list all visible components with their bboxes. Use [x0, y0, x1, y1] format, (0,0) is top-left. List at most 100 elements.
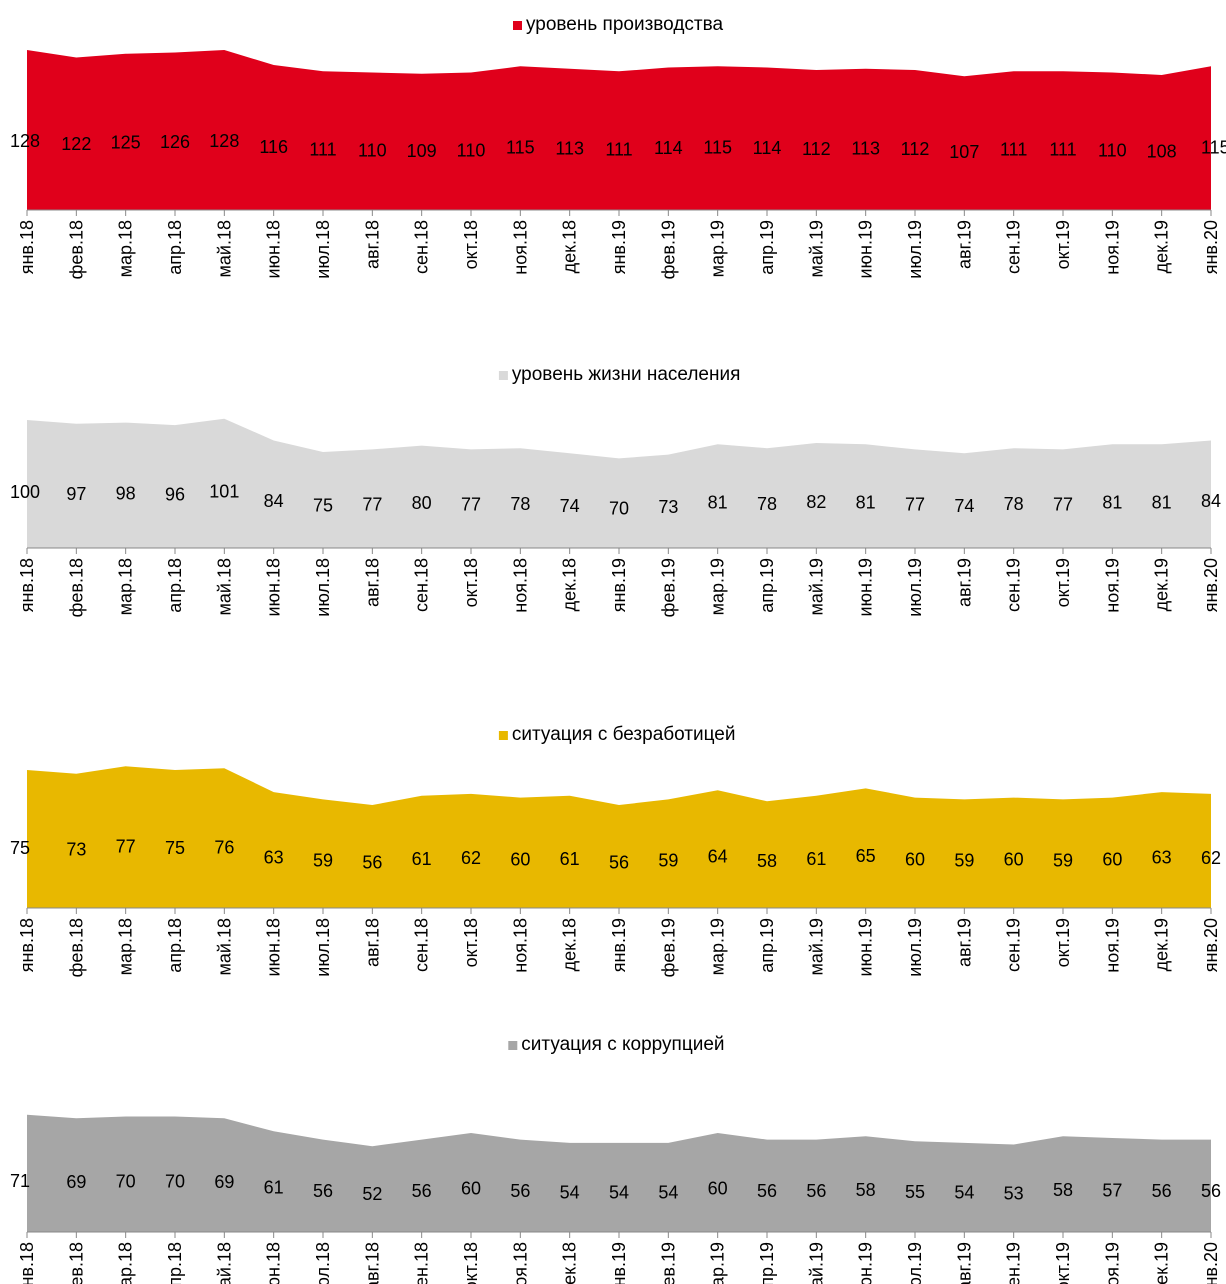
legend-swatch [508, 1041, 518, 1050]
data-label: 70 [609, 498, 629, 518]
data-label: 62 [1201, 848, 1221, 868]
x-tick-label: ноя.18 [510, 918, 530, 973]
data-label: 111 [605, 140, 632, 160]
x-tick-label: янв.19 [609, 918, 629, 972]
data-label: 101 [209, 482, 239, 502]
data-label: 111 [309, 140, 336, 160]
data-label: 98 [116, 483, 136, 503]
x-tick-label: окт.18 [461, 1242, 481, 1284]
data-label: 60 [461, 1178, 481, 1198]
x-tick-label: янв.20 [1201, 918, 1221, 972]
area-series [27, 1114, 1211, 1232]
data-label: 61 [806, 849, 826, 869]
x-tick-label: апр.18 [165, 220, 185, 275]
x-tick-label: апр.18 [165, 918, 185, 973]
x-tick-label: окт.18 [461, 220, 481, 269]
legend-label: уровень производства [526, 14, 723, 35]
x-tick-label: июн.19 [856, 558, 876, 617]
x-tick-label: май.18 [214, 220, 234, 277]
x-tick-label: май.19 [806, 558, 826, 615]
data-label: 128 [10, 131, 40, 151]
legend-swatch [498, 371, 508, 380]
data-label: 63 [1152, 847, 1172, 867]
x-tick-label: мар.19 [708, 220, 728, 277]
data-label: 75 [165, 838, 185, 858]
x-tick-label: дек.19 [1152, 1242, 1172, 1284]
data-label: 60 [708, 1178, 728, 1198]
x-tick-label: мар.18 [116, 918, 136, 975]
x-tick-label: сен.18 [412, 1242, 432, 1284]
data-label: 56 [510, 1181, 530, 1201]
data-label: 64 [708, 847, 728, 867]
x-tick-label: авг.19 [954, 558, 974, 607]
data-label: 59 [954, 850, 974, 870]
x-tick-label: ноя.19 [1102, 918, 1122, 973]
x-tick-label: ноя.19 [1102, 1242, 1122, 1284]
x-tick-label: фев.19 [658, 220, 678, 279]
data-label: 69 [214, 1172, 234, 1192]
legend-label: уровень жизни населения [512, 364, 741, 385]
x-tick-label: янв.19 [609, 558, 629, 612]
x-tick-label: июн.18 [264, 220, 284, 279]
x-tick-label: дек.18 [560, 1242, 580, 1284]
data-label: 107 [949, 142, 979, 162]
data-label: 84 [264, 491, 284, 511]
x-tick-label: янв.19 [609, 220, 629, 274]
x-tick-label: янв.18 [17, 1242, 37, 1284]
data-label: 115 [703, 138, 732, 158]
x-tick-label: фев.19 [658, 558, 678, 617]
chart-living-standard: уровень жизни населения 100 янв.18 97 фев.18… [10, 364, 1221, 617]
data-label: 58 [757, 851, 777, 871]
x-tick-label: фев.19 [658, 918, 678, 977]
data-label: 62 [461, 848, 481, 868]
data-label: 65 [856, 846, 876, 866]
data-label: 56 [1201, 1181, 1221, 1201]
data-label: 75 [313, 496, 333, 516]
x-tick-label: дек.18 [560, 558, 580, 611]
data-label: 84 [1201, 491, 1221, 511]
x-tick-label: май.19 [806, 1242, 826, 1284]
data-label: 108 [1147, 141, 1177, 161]
x-tick-label: мар.18 [116, 558, 136, 615]
x-tick-label: авг.19 [954, 1242, 974, 1284]
x-tick-label: фев.18 [66, 1242, 86, 1284]
data-label: 111 [1000, 140, 1027, 160]
data-label: 97 [66, 484, 86, 504]
data-label: 53 [1004, 1183, 1024, 1203]
x-tick-label: июл.18 [313, 558, 333, 617]
legend-label: ситуация с безработицей [512, 724, 736, 745]
x-tick-label: июл.19 [905, 558, 925, 617]
x-tick-label: июн.18 [264, 918, 284, 977]
data-label: 126 [160, 132, 190, 152]
x-tick-label: ноя.19 [1102, 558, 1122, 613]
data-label: 96 [165, 484, 185, 504]
x-tick-label: фев.18 [66, 558, 86, 617]
data-label: 112 [901, 139, 930, 159]
x-tick-label: май.18 [214, 918, 234, 975]
data-label: 60 [1004, 850, 1024, 870]
data-label: 60 [1102, 850, 1122, 870]
x-tick-label: май.18 [214, 1242, 234, 1284]
data-label: 128 [209, 131, 239, 151]
x-tick-label: сен.18 [412, 558, 432, 612]
x-tick-label: авг.18 [362, 1242, 382, 1284]
data-label: 77 [461, 495, 481, 515]
x-tick-label: май.19 [806, 918, 826, 975]
x-tick-label: дек.19 [1152, 918, 1172, 971]
data-label: 60 [510, 850, 530, 870]
data-label: 61 [560, 849, 580, 869]
data-label: 82 [806, 492, 826, 512]
x-tick-label: авг.19 [954, 220, 974, 269]
data-label: 63 [264, 847, 284, 867]
data-label: 113 [555, 139, 584, 159]
data-label: 76 [214, 837, 234, 857]
x-tick-label: окт.19 [1053, 918, 1073, 967]
data-label: 73 [66, 840, 86, 860]
area-series [27, 50, 1211, 210]
data-label: 60 [905, 850, 925, 870]
x-tick-label: дек.19 [1152, 558, 1172, 611]
x-tick-label: дек.19 [1152, 220, 1172, 273]
chart-corruption: ситуация с коррупцией 71 янв.18 69 фев.18 70 м… [10, 1034, 1221, 1284]
data-label: 111 [1049, 140, 1076, 160]
